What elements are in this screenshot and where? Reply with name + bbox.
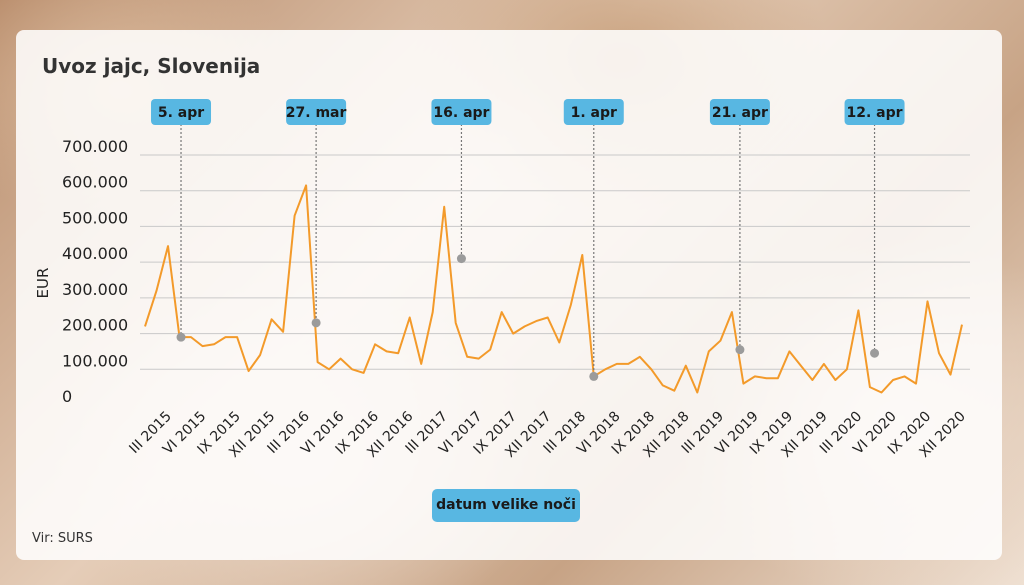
easter-callout-box — [431, 99, 492, 125]
y-tick-label: 500.000 — [62, 208, 128, 227]
y-tick-label: 100.000 — [62, 351, 128, 370]
easter-marker-point — [870, 348, 880, 358]
y-tick-label: 0 — [62, 387, 72, 406]
y-tick-label: 400.000 — [62, 244, 128, 263]
easter-callout-label: 21. apr — [712, 105, 768, 121]
source-note: Vir: SURS — [32, 531, 93, 546]
y-tick-label: 300.000 — [62, 280, 128, 299]
easter-marker-point — [735, 345, 745, 355]
easter-callout-label: 27. mar — [286, 105, 347, 121]
easter-marker-point — [176, 332, 186, 342]
easter-callout-label: 16. apr — [433, 105, 489, 121]
easter-marker-point — [311, 318, 321, 328]
easter-callout-label: 1. apr — [571, 105, 617, 121]
easter-callout-box — [844, 99, 905, 125]
easter-date-legend: datum velike noči — [432, 489, 580, 522]
y-tick-label: 700.000 — [62, 137, 128, 156]
easter-callout-box — [709, 99, 770, 125]
easter-callout-label: 5. apr — [158, 105, 204, 121]
y-axis-label: EUR — [34, 268, 52, 299]
y-tick-label: 600.000 — [62, 173, 128, 192]
easter-marker-point — [589, 371, 599, 381]
easter-marker-point — [456, 254, 466, 264]
easter-callout-label: 12. apr — [847, 105, 903, 121]
series-line — [144, 184, 963, 394]
y-tick-label: 200.000 — [62, 316, 128, 335]
chart-title: Uvoz jajc, Slovenija — [42, 54, 261, 78]
easter-callout-box — [286, 99, 347, 125]
easter-callout-box — [563, 99, 624, 125]
easter-callout-box — [151, 99, 212, 125]
